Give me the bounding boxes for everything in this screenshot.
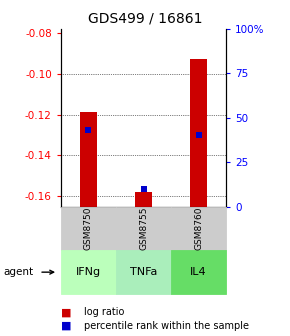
Bar — [191, 59, 207, 207]
Text: ■: ■ — [61, 321, 71, 331]
Text: agent: agent — [3, 267, 33, 277]
Text: percentile rank within the sample: percentile rank within the sample — [84, 321, 249, 331]
Text: ■: ■ — [61, 307, 71, 318]
Text: GDS499 / 16861: GDS499 / 16861 — [88, 12, 202, 26]
Bar — [135, 192, 152, 207]
Text: IL4: IL4 — [190, 267, 207, 277]
Bar — [80, 113, 97, 207]
Text: GSM8755: GSM8755 — [139, 207, 148, 250]
Text: GSM8760: GSM8760 — [194, 207, 203, 250]
Text: TNFa: TNFa — [130, 267, 157, 277]
Text: log ratio: log ratio — [84, 307, 124, 318]
Text: IFNg: IFNg — [76, 267, 101, 277]
Text: GSM8750: GSM8750 — [84, 207, 93, 250]
